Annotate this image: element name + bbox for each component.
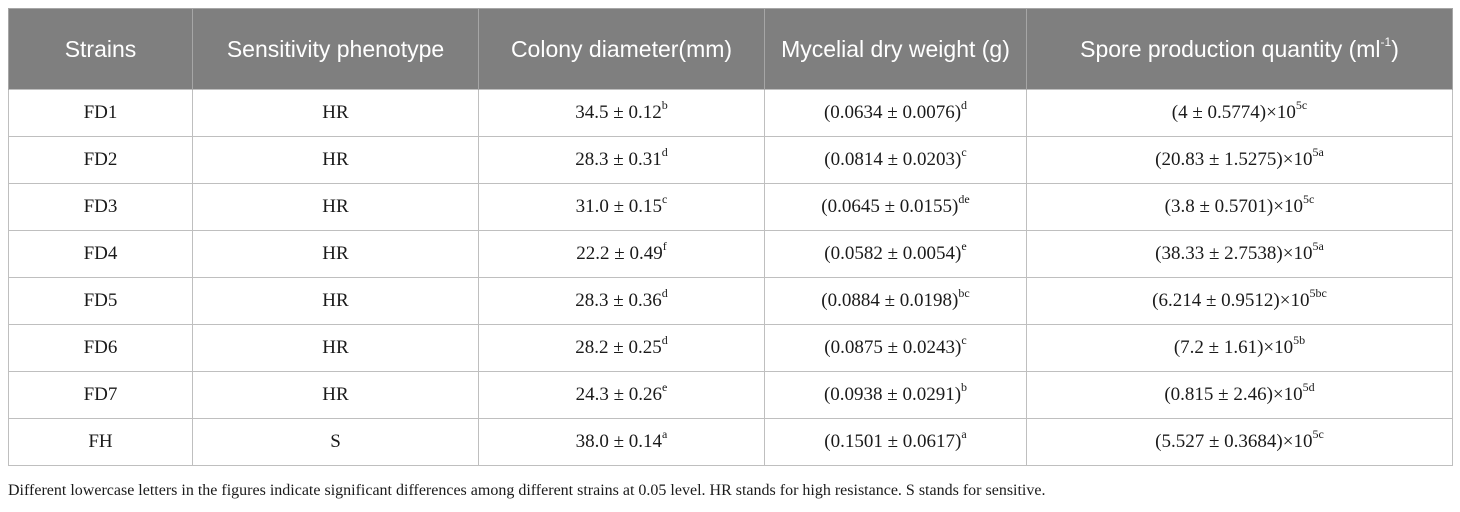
cell-mycelial-weight: (0.0814 ± 0.0203)c xyxy=(764,136,1027,184)
cell-mycelial-weight: (0.0875 ± 0.0243)c xyxy=(764,324,1027,372)
cell-colony-diameter: 24.3 ± 0.26e xyxy=(478,371,765,419)
table-row: FD4 HR 22.2 ± 0.49f (0.0582 ± 0.0054)e (… xyxy=(8,230,1453,278)
cell-strain: FD6 xyxy=(8,324,193,372)
cell-spore-quantity: (6.214 ± 0.9512)×105bc xyxy=(1026,277,1453,325)
header-strains: Strains xyxy=(8,8,193,90)
table-row: FD2 HR 28.3 ± 0.31d (0.0814 ± 0.0203)c (… xyxy=(8,136,1453,184)
cell-spore-quantity: (7.2 ± 1.61)×105b xyxy=(1026,324,1453,372)
cell-mycelial-weight: (0.0582 ± 0.0054)e xyxy=(764,230,1027,278)
table-row: FD7 HR 24.3 ± 0.26e (0.0938 ± 0.0291)b (… xyxy=(8,371,1453,419)
cell-strain: FD3 xyxy=(8,183,193,231)
cell-phenotype: HR xyxy=(192,371,479,419)
cell-colony-diameter: 22.2 ± 0.49f xyxy=(478,230,765,278)
cell-spore-quantity: (3.8 ± 0.5701)×105c xyxy=(1026,183,1453,231)
cell-strain: FH xyxy=(8,418,193,466)
cell-spore-quantity: (5.527 ± 0.3684)×105c xyxy=(1026,418,1453,466)
cell-mycelial-weight: (0.0884 ± 0.0198)bc xyxy=(764,277,1027,325)
cell-strain: FD5 xyxy=(8,277,193,325)
cell-strain: FD1 xyxy=(8,89,193,137)
cell-spore-quantity: (38.33 ± 2.7538)×105a xyxy=(1026,230,1453,278)
cell-phenotype: HR xyxy=(192,136,479,184)
cell-phenotype: HR xyxy=(192,183,479,231)
cell-mycelial-weight: (0.0645 ± 0.0155)de xyxy=(764,183,1027,231)
table-row: FD1 HR 34.5 ± 0.12b (0.0634 ± 0.0076)d (… xyxy=(8,89,1453,137)
header-sensitivity-phenotype: Sensitivity phenotype xyxy=(192,8,479,90)
cell-strain: FD2 xyxy=(8,136,193,184)
cell-mycelial-weight: (0.0938 ± 0.0291)b xyxy=(764,371,1027,419)
data-table-container: Strains Sensitivity phenotype Colony dia… xyxy=(8,8,1453,466)
table-row: FH S 38.0 ± 0.14a (0.1501 ± 0.0617)a (5.… xyxy=(8,418,1453,466)
table-footnote: Different lowercase letters in the figur… xyxy=(8,482,1046,499)
header-spore-unit-exponent: -1 xyxy=(1380,35,1392,50)
cell-colony-diameter: 34.5 ± 0.12b xyxy=(478,89,765,137)
cell-spore-quantity: (0.815 ± 2.46)×105d xyxy=(1026,371,1453,419)
cell-strain: FD4 xyxy=(8,230,193,278)
cell-mycelial-weight: (0.1501 ± 0.0617)a xyxy=(764,418,1027,466)
header-spore-production: Spore production quantity (ml-1) xyxy=(1026,8,1453,90)
strain-properties-table: Strains Sensitivity phenotype Colony dia… xyxy=(8,8,1453,466)
cell-mycelial-weight: (0.0634 ± 0.0076)d xyxy=(764,89,1027,137)
table-row: FD3 HR 31.0 ± 0.15c (0.0645 ± 0.0155)de … xyxy=(8,183,1453,231)
cell-colony-diameter: 28.3 ± 0.36d xyxy=(478,277,765,325)
cell-colony-diameter: 31.0 ± 0.15c xyxy=(478,183,765,231)
cell-strain: FD7 xyxy=(8,371,193,419)
cell-spore-quantity: (4 ± 0.5774)×105c xyxy=(1026,89,1453,137)
header-colony-diameter: Colony diameter(mm) xyxy=(478,8,765,90)
table-row: FD6 HR 28.2 ± 0.25d (0.0875 ± 0.0243)c (… xyxy=(8,324,1453,372)
cell-phenotype: HR xyxy=(192,230,479,278)
table-row: FD5 HR 28.3 ± 0.36d (0.0884 ± 0.0198)bc … xyxy=(8,277,1453,325)
header-mycelial-dry-weight: Mycelial dry weight (g) xyxy=(764,8,1027,90)
cell-spore-quantity: (20.83 ± 1.5275)×105a xyxy=(1026,136,1453,184)
cell-phenotype: HR xyxy=(192,324,479,372)
cell-colony-diameter: 28.3 ± 0.31d xyxy=(478,136,765,184)
header-row: Strains Sensitivity phenotype Colony dia… xyxy=(8,8,1453,90)
cell-colony-diameter: 28.2 ± 0.25d xyxy=(478,324,765,372)
cell-phenotype: HR xyxy=(192,89,479,137)
cell-phenotype: S xyxy=(192,418,479,466)
table-body: FD1 HR 34.5 ± 0.12b (0.0634 ± 0.0076)d (… xyxy=(8,89,1453,466)
cell-phenotype: HR xyxy=(192,277,479,325)
cell-colony-diameter: 38.0 ± 0.14a xyxy=(478,418,765,466)
table-header: Strains Sensitivity phenotype Colony dia… xyxy=(8,8,1453,90)
